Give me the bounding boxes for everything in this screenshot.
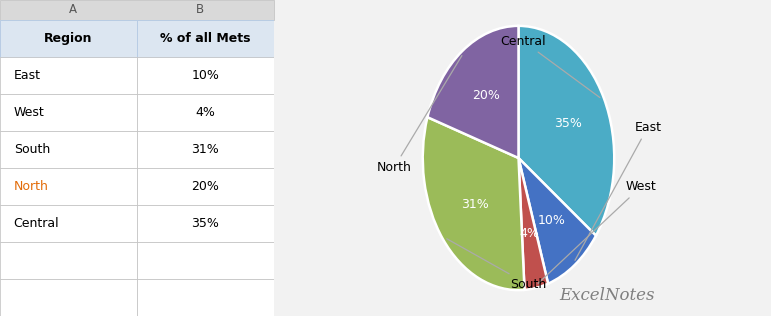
Bar [0, 57, 137, 94]
Text: North: North [14, 180, 49, 193]
Bar [0, 205, 137, 242]
Text: B: B [196, 3, 204, 16]
Text: West: West [538, 180, 656, 283]
Text: South: South [14, 143, 50, 156]
Bar [0, 20, 137, 57]
Bar [0, 0, 274, 20]
Text: 35%: 35% [554, 117, 582, 130]
Bar [137, 242, 274, 279]
Bar [137, 131, 274, 168]
Bar [137, 279, 274, 316]
Bar [137, 94, 274, 131]
Text: 4%: 4% [519, 227, 539, 240]
Wedge shape [519, 158, 548, 290]
Text: % of all Mets: % of all Mets [160, 32, 251, 45]
Text: South: South [446, 239, 546, 291]
Bar [0, 168, 137, 205]
Text: West: West [14, 106, 45, 119]
Text: East: East [14, 69, 41, 82]
Bar [0, 131, 137, 168]
Wedge shape [423, 117, 524, 290]
Wedge shape [427, 26, 519, 158]
Bar [0, 94, 137, 131]
Text: 10%: 10% [537, 214, 565, 227]
Bar [137, 205, 274, 242]
Bar [0, 242, 137, 279]
Text: ExcelNotes: ExcelNotes [559, 287, 655, 304]
Text: 10%: 10% [191, 69, 219, 82]
Text: 20%: 20% [472, 89, 500, 102]
Bar [0, 279, 137, 316]
Text: 31%: 31% [191, 143, 219, 156]
Wedge shape [519, 158, 596, 284]
Text: North: North [376, 56, 462, 174]
Text: Region: Region [44, 32, 93, 45]
Bar [137, 57, 274, 94]
Wedge shape [518, 26, 614, 236]
Text: Central: Central [14, 217, 59, 230]
Bar [137, 20, 274, 57]
Text: East: East [575, 121, 662, 260]
Bar [137, 168, 274, 205]
Text: 4%: 4% [195, 106, 215, 119]
Text: 31%: 31% [461, 198, 489, 211]
Text: A: A [69, 3, 76, 16]
Text: 20%: 20% [191, 180, 219, 193]
Text: Central: Central [500, 35, 600, 98]
Text: 35%: 35% [191, 217, 219, 230]
